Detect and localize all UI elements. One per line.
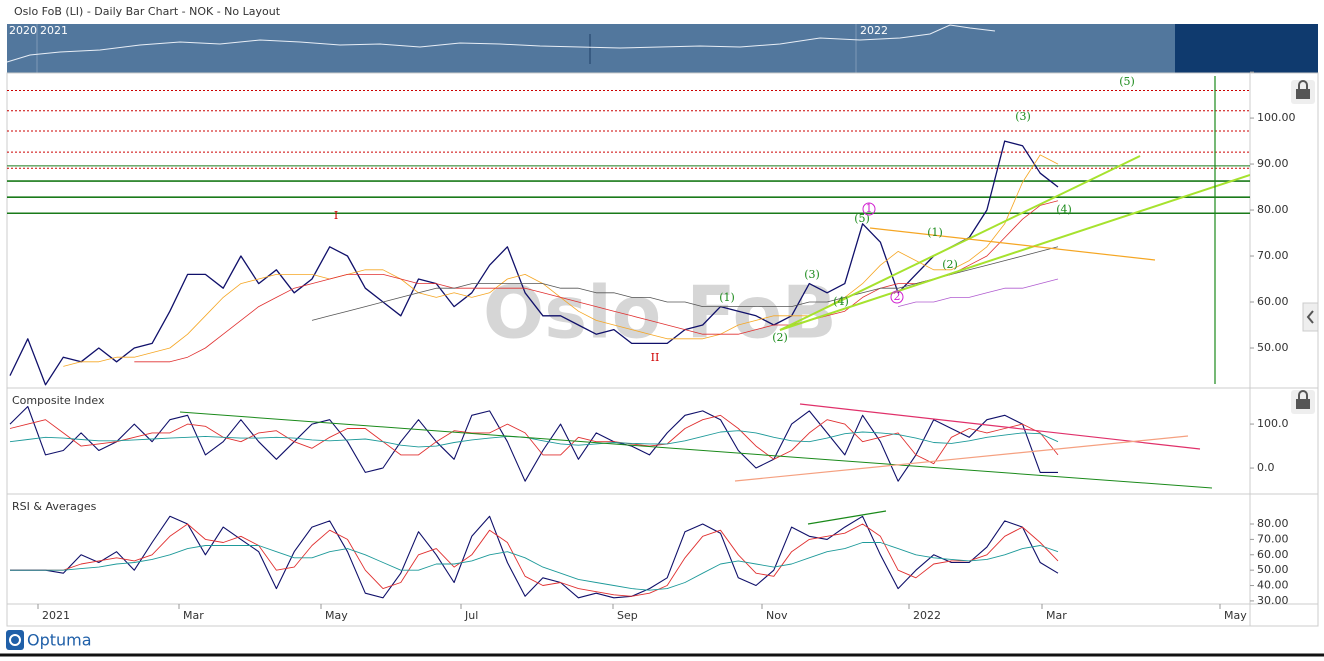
wave-label: (1) (927, 226, 943, 239)
wave-label: (2) (942, 258, 958, 271)
x-tick-label: Mar (183, 609, 204, 622)
logo: Optuma (6, 630, 92, 650)
y-tick-label: 70.00 (1257, 249, 1289, 262)
trendline (779, 155, 1141, 331)
y-tick-label: 100.0 (1257, 417, 1289, 430)
y-tick-label: 60.00 (1257, 295, 1289, 308)
wave-label: 2 (894, 290, 901, 303)
y-tick-label: 70.00 (1257, 532, 1289, 545)
panel-title: RSI & Averages (12, 500, 97, 513)
wave-label: 1 (866, 202, 873, 215)
x-tick-label: Nov (766, 609, 788, 622)
lock-icon[interactable] (1291, 390, 1315, 414)
trendline (734, 435, 1189, 482)
y-tick-label: 90.00 (1257, 157, 1289, 170)
y-tick-label: 50.00 (1257, 341, 1289, 354)
series-line (10, 523, 1059, 597)
window-title: Oslo FoB (LI) - Daily Bar Chart - NOK - … (14, 5, 281, 18)
y-tick-label: 60.00 (1257, 548, 1289, 561)
x-tick-label: 2022 (913, 609, 941, 622)
wave-label: (1) (719, 291, 735, 304)
series-line (9, 140, 1059, 386)
navigator-label: 2020 (9, 24, 37, 37)
series-line (10, 515, 1059, 599)
y-tick-label: 50.00 (1257, 563, 1289, 576)
x-tick-label: May (325, 609, 348, 622)
trendline (869, 227, 1156, 261)
wave-label: (5) (1119, 75, 1135, 88)
trendline (807, 510, 887, 525)
navigator-label: 2022 (860, 24, 888, 37)
x-tick-label: Mar (1046, 609, 1067, 622)
x-tick-label: Sep (617, 609, 638, 622)
y-tick-label: 30.00 (1257, 594, 1289, 607)
wave-label: II (651, 351, 660, 364)
x-tick-label: May (1224, 609, 1247, 622)
chart-frame (6, 72, 1319, 627)
panel (9, 403, 1213, 489)
wave-label: (4) (1056, 203, 1072, 216)
y-tick-label: 40.00 (1257, 579, 1289, 592)
panel (10, 510, 1059, 599)
series-line (10, 542, 1059, 591)
navigator-line (6, 24, 996, 63)
trendline (779, 174, 1250, 331)
x-tick-label: 2021 (42, 609, 70, 622)
trendline (179, 411, 1213, 489)
trendline (799, 403, 1201, 450)
x-tick-label: Jul (464, 609, 478, 622)
wave-label: (3) (804, 268, 820, 281)
navigator-label: 2021 (40, 24, 68, 37)
panel (7, 76, 1250, 386)
annotation-circle (862, 202, 876, 216)
y-tick-label: 80.00 (1257, 517, 1289, 530)
series-line (897, 278, 1059, 307)
y-tick-label: 100.00 (1257, 111, 1296, 124)
series-line (9, 405, 1058, 482)
collapse-button[interactable] (1302, 302, 1319, 332)
brand: Optuma (27, 631, 92, 650)
wave-label: (2) (772, 331, 788, 344)
navigator[interactable] (7, 24, 1175, 73)
navigator-window[interactable] (1175, 24, 1318, 73)
y-tick-label: 80.00 (1257, 203, 1289, 216)
series-line (9, 414, 1059, 465)
series-line (134, 200, 1059, 363)
y-tick-label: 0.0 (1257, 461, 1275, 474)
lock-icon[interactable] (1291, 80, 1315, 104)
wave-label: I (334, 209, 338, 222)
wave-label: (3) (1015, 110, 1031, 123)
panel-title: Composite Index (12, 394, 105, 407)
wave-label: (5) (854, 212, 870, 225)
wave-label: (4) (833, 295, 849, 308)
annotation-circle (890, 290, 904, 304)
watermark: Oslo FoB (483, 271, 837, 355)
series-line (9, 430, 1059, 448)
